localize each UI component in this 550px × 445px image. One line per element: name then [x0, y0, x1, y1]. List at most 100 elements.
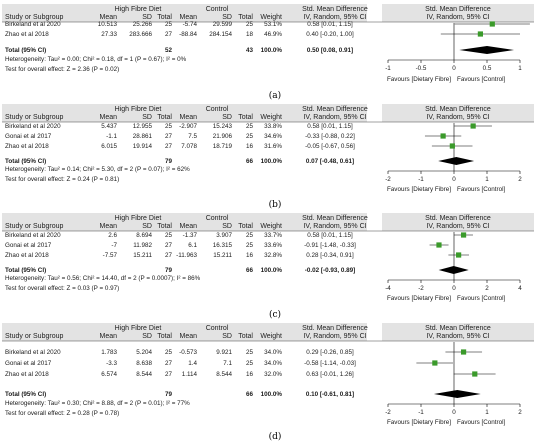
control-sd: 21.906: [213, 133, 233, 140]
column-header: Mean: [179, 114, 197, 121]
column-header: SD: [142, 14, 152, 21]
fibre-total: 27: [165, 252, 173, 259]
fibre-mean: 6.574: [101, 371, 117, 378]
fibre-mean: 6.015: [101, 143, 117, 150]
total-weight: 100.0%: [261, 158, 283, 165]
study-effect-square: [440, 133, 446, 139]
total-ci: -0.02 [-0.93, 0.89]: [305, 267, 355, 274]
column-header: Mean: [179, 14, 197, 21]
fibre-sd: 283.666: [129, 31, 152, 38]
x-tick-label: 0: [452, 409, 456, 416]
x-tick-label: 0.5: [483, 65, 492, 72]
column-header: SD: [142, 223, 152, 230]
column-header: Total: [157, 14, 172, 21]
study-weight: 46.9%: [264, 31, 282, 38]
pooled-effect-diamond: [438, 266, 469, 274]
column-header: Total: [238, 14, 253, 21]
fibre-total: 27: [165, 31, 173, 38]
x-tick-label: 0: [452, 176, 456, 183]
fibre-total: 25: [165, 123, 173, 130]
group-header-control: Control: [206, 6, 229, 13]
total-ci: 0.07 [-0.48, 0.61]: [306, 158, 354, 165]
column-header: Mean: [99, 14, 117, 21]
column-header: SD: [222, 223, 232, 230]
study-effect-square: [477, 31, 483, 37]
study-name: Birkeland et al 2020: [5, 349, 61, 356]
column-header: Mean: [99, 114, 117, 121]
study-weight: 34.0%: [264, 349, 282, 356]
x-tick-label: 2: [518, 176, 522, 183]
fibre-sd: 25.266: [133, 21, 153, 28]
study-name: Gonai et al 2017: [5, 242, 52, 249]
group-header-smd: Std. Mean Difference: [302, 215, 368, 222]
control-sd: 7.1: [223, 360, 232, 367]
group-header-high-fibre: High Fibre Diet: [115, 6, 162, 13]
total-weight: 100.0%: [261, 47, 283, 54]
fibre-sd: 8.544: [136, 371, 152, 378]
study-ci: -0.58 [-1.14, -0.03]: [304, 360, 356, 367]
x-tick-label: 0: [452, 65, 456, 72]
fibre-total: 27: [165, 242, 173, 249]
control-sd: 8.544: [216, 371, 232, 378]
control-mean: 6.1: [188, 242, 197, 249]
study-effect-square: [460, 232, 467, 238]
fibre-sd: 5.204: [136, 349, 152, 356]
control-sd: 15.211: [213, 252, 232, 259]
study-name: Birkeland et al 2020: [5, 21, 61, 28]
study-ci: 0.29 [-0.26, 0.85]: [306, 349, 354, 356]
column-header: Mean: [99, 223, 117, 230]
fibre-total: 27: [165, 133, 173, 140]
fibre-mean: -3.3: [106, 360, 117, 367]
heterogeneity-text: Heterogeneity: Tau² = 0.30; Chi² = 8.88,…: [5, 400, 190, 407]
total-ci: 0.10 [-0.61, 0.81]: [306, 391, 354, 398]
fibre-mean: 2.6: [108, 232, 117, 239]
column-header: IV, Random, 95% CI: [303, 114, 366, 121]
study-name: Gonai et al 2017: [5, 133, 52, 140]
total-fibre-n: 52: [165, 47, 173, 54]
control-mean: 7.5: [188, 133, 197, 140]
x-tick-label: -1: [418, 176, 424, 183]
group-header-smd: Std. Mean Difference: [302, 6, 368, 13]
study-ci: 0.63 [-0.01, 1.26]: [306, 371, 354, 378]
group-header-smd-plot: Std. Mean Difference: [425, 215, 491, 222]
control-sd: 29.599: [213, 21, 233, 28]
control-mean: 1.4: [188, 360, 197, 367]
x-tick-label: -2: [385, 409, 391, 416]
study-name: Zhao et al 2018: [5, 143, 49, 150]
column-header: Weight: [260, 223, 282, 230]
study-name: Birkeland et al 2020: [5, 123, 61, 130]
study-weight: 53.1%: [264, 21, 282, 28]
forest-panel-a: High Fibre Diet Control Std. Mean Differen…: [2, 4, 534, 101]
control-mean: -1.37: [183, 232, 198, 239]
fibre-sd: 12.955: [133, 123, 153, 130]
control-mean: -2.907: [179, 123, 197, 130]
total-fibre-n: 79: [165, 391, 173, 398]
pooled-effect-diamond: [438, 157, 475, 165]
forest-panel-d: High Fibre Diet Control Std. Mean Differen…: [2, 323, 534, 442]
study-ci: 0.58 [0.01, 1.15]: [307, 123, 353, 130]
total-control-n: 43: [246, 47, 254, 54]
favours-dietary-fibre-label: Favours [Dietary Fibre]: [387, 186, 451, 193]
total-label: Total (95% CI): [5, 158, 46, 165]
fibre-sd: 15.211: [133, 252, 152, 259]
panel-label: (a): [269, 90, 281, 101]
favours-dietary-fibre-label: Favours [Dietary Fibre]: [387, 295, 451, 302]
favours-control-label: Favours [Control]: [457, 76, 506, 83]
control-total: 25: [246, 123, 254, 130]
study-effect-square: [460, 349, 467, 355]
group-header-smd: Std. Mean Difference: [302, 325, 368, 332]
study-weight: 33.8%: [264, 123, 282, 130]
study-name: Zhao et al 2018: [5, 252, 49, 259]
fibre-total: 27: [165, 143, 173, 150]
study-weight: 33.7%: [264, 232, 282, 239]
x-tick-label: -1: [385, 65, 391, 72]
plot-header-band: [382, 213, 534, 231]
table-header-band: [2, 4, 367, 22]
column-header: IV, Random, 95% CI: [426, 333, 489, 340]
overall-effect-text: Test for overall effect: Z = 0.03 (P = 0…: [5, 285, 119, 292]
study-effect-square: [432, 360, 438, 366]
fibre-total: 27: [165, 371, 173, 378]
x-tick-label: 4: [518, 285, 522, 292]
control-total: 16: [246, 252, 254, 259]
group-header-smd-plot: Std. Mean Difference: [425, 106, 491, 113]
